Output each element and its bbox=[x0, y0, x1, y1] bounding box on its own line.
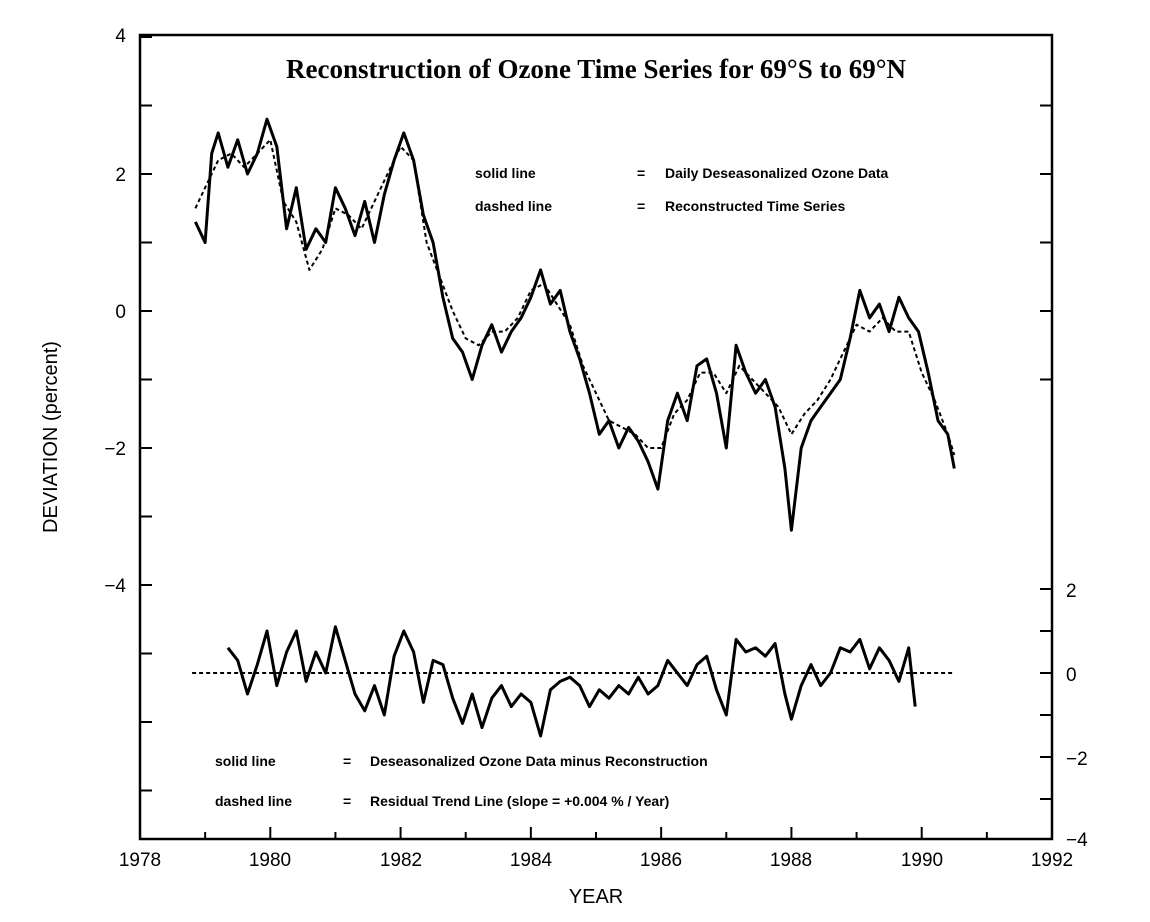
y2-tick-label-neg4: −4 bbox=[1066, 830, 1088, 851]
right-axis-ticks bbox=[1040, 104, 1052, 800]
legend-lower-dashed-text: Residual Trend Line (slope = +0.004 % / … bbox=[370, 793, 669, 809]
y-tick-label-neg4: −4 bbox=[104, 576, 126, 597]
y2-tick-label-neg2: −2 bbox=[1066, 749, 1088, 770]
legend-upper-dashed-text: Reconstructed Time Series bbox=[665, 198, 845, 214]
legend-upper-solid-text: Daily Deseasonalized Ozone Data bbox=[665, 165, 889, 181]
legend-upper-solid-sep: = bbox=[637, 165, 645, 181]
legend-upper-dashed-sep: = bbox=[637, 198, 645, 214]
series-upper-reconstructed-dashed bbox=[194, 138, 956, 456]
x-tick-label-1986: 1986 bbox=[640, 850, 682, 871]
x-tick-label-1978: 1978 bbox=[119, 850, 161, 871]
y2-tick-label-0: 0 bbox=[1066, 665, 1077, 686]
legend-lower-dashed-sep: = bbox=[343, 793, 351, 809]
y-tick-label-2: 2 bbox=[115, 165, 126, 186]
x-tick-label-1982: 1982 bbox=[380, 850, 422, 871]
legend-lower-solid-key: solid line bbox=[215, 753, 276, 769]
left-axis-ticks bbox=[140, 36, 152, 792]
chart-title: Reconstruction of Ozone Time Series for … bbox=[286, 54, 907, 84]
x-tick-label-1988: 1988 bbox=[770, 850, 812, 871]
legend-lower-dashed-key: dashed line bbox=[215, 793, 292, 809]
legend-upper-dashed-key: dashed line bbox=[475, 198, 552, 214]
legend-lower-solid-text: Deseasonalized Ozone Data minus Reconstr… bbox=[370, 753, 708, 769]
x-tick-label-1984: 1984 bbox=[510, 850, 553, 871]
y2-tick-label-2: 2 bbox=[1066, 581, 1077, 602]
x-tick-label-1990: 1990 bbox=[901, 850, 943, 871]
series-upper-daily-solid bbox=[194, 117, 956, 532]
x-axis-label: YEAR bbox=[569, 886, 623, 908]
bottom-axis-ticks bbox=[139, 827, 1053, 839]
legend-lower-solid-sep: = bbox=[343, 753, 351, 769]
y-tick-label-neg2: −2 bbox=[104, 439, 126, 460]
x-tick-label-1992: 1992 bbox=[1031, 850, 1073, 871]
y-tick-label-0: 0 bbox=[115, 302, 126, 323]
series-lower-residual-solid bbox=[226, 625, 917, 738]
y-axis-label: DEVIATION (percent) bbox=[40, 341, 62, 533]
legend-upper-solid-key: solid line bbox=[475, 165, 536, 181]
x-tick-label-1980: 1980 bbox=[249, 850, 291, 871]
series-layer bbox=[192, 117, 956, 738]
y-tick-label-4: 4 bbox=[115, 26, 126, 47]
